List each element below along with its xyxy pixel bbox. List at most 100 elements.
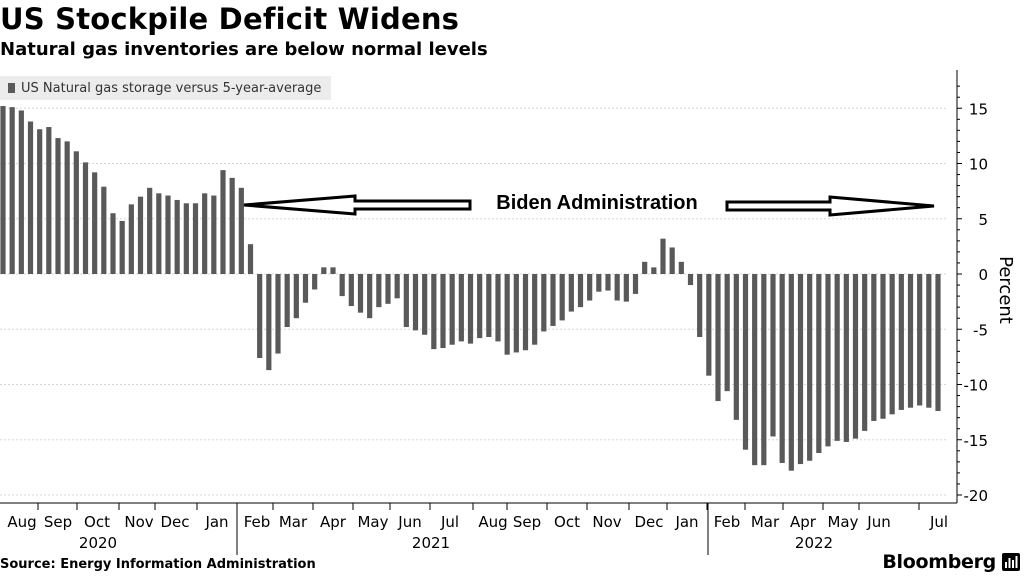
bar xyxy=(174,199,180,274)
bar xyxy=(733,274,739,420)
bar xyxy=(183,203,189,274)
x-tick-label: Sep xyxy=(44,513,72,531)
x-tick-label: Oct xyxy=(554,513,580,531)
bar xyxy=(807,274,813,461)
bar xyxy=(605,274,611,291)
x-tick-label: Jul xyxy=(440,513,459,531)
bar xyxy=(862,274,868,431)
bar xyxy=(596,274,602,292)
bar xyxy=(156,193,162,274)
bar xyxy=(137,196,144,274)
bar xyxy=(394,274,400,299)
bar xyxy=(651,267,657,274)
bar xyxy=(348,274,354,307)
bar xyxy=(357,274,364,313)
bar xyxy=(293,274,299,319)
bar xyxy=(632,274,639,294)
chart-legend: US Natural gas storage versus 5-year-ave… xyxy=(0,76,332,100)
x-tick-label: Sep xyxy=(513,513,541,531)
bar xyxy=(367,274,373,319)
annotation-label: Biden Administration xyxy=(496,192,697,214)
x-tick-label: Jun xyxy=(397,513,421,531)
bar xyxy=(788,274,794,471)
bar xyxy=(0,106,6,274)
bar xyxy=(477,274,483,339)
bar xyxy=(871,274,877,421)
x-tick-label: Dec xyxy=(160,513,189,531)
year-label: 2020 xyxy=(79,534,117,552)
y-tick-label: -20 xyxy=(964,487,989,505)
bar xyxy=(852,274,859,439)
bar xyxy=(431,274,437,350)
bar xyxy=(211,195,217,274)
arrow-left-shape xyxy=(243,194,472,216)
bar xyxy=(559,274,565,321)
bar xyxy=(761,274,767,466)
bar xyxy=(101,186,107,274)
legend-swatch xyxy=(8,83,15,93)
bar xyxy=(678,261,684,274)
chart-title: US Stockpile Deficit Widens xyxy=(0,2,460,36)
bar xyxy=(770,274,776,437)
x-tick-label: Feb xyxy=(244,513,271,531)
y-tick-label: 5 xyxy=(978,211,988,229)
x-tick-label: Nov xyxy=(592,513,621,531)
x-tick-label: Mar xyxy=(751,513,780,531)
bar xyxy=(550,274,556,326)
x-tick-label: Apr xyxy=(790,513,817,531)
bar xyxy=(898,274,904,410)
y-tick-label: 10 xyxy=(969,156,988,174)
x-axis: Aug Sep Oct Nov Dec Jan Feb Mar Apr May Jun Jul Aug S… xyxy=(0,502,957,555)
x-tick-label: Jan xyxy=(674,513,698,531)
bar xyxy=(642,261,648,274)
bars xyxy=(0,106,941,471)
bar xyxy=(385,274,391,304)
bar xyxy=(458,274,464,342)
bar xyxy=(55,138,61,274)
bar xyxy=(568,274,574,312)
bar xyxy=(27,121,34,274)
bloomberg-terminal-icon xyxy=(1002,553,1020,571)
bar xyxy=(742,274,749,450)
bar xyxy=(587,274,593,301)
bar xyxy=(697,274,703,337)
bar xyxy=(486,274,492,337)
bar xyxy=(266,274,272,371)
bar xyxy=(440,274,446,349)
bar xyxy=(532,274,538,345)
y-tick-label: 0 xyxy=(978,266,988,284)
bar xyxy=(110,213,116,274)
bar xyxy=(917,274,923,406)
bar xyxy=(449,274,455,345)
bar xyxy=(412,274,419,331)
bar xyxy=(403,274,409,328)
x-tick-label: Nov xyxy=(124,513,153,531)
bar xyxy=(376,274,382,308)
bar xyxy=(46,127,52,274)
bar xyxy=(37,129,43,274)
arrow-right-shape xyxy=(725,195,935,217)
bar xyxy=(880,274,886,419)
bar xyxy=(467,274,474,344)
x-tick-label: Oct xyxy=(84,513,110,531)
bar xyxy=(513,274,519,353)
legend-label: US Natural gas storage versus 5-year-ave… xyxy=(21,80,322,96)
bar xyxy=(724,274,730,392)
bar xyxy=(128,204,134,274)
y-axis: 15 10 5 0 -5 -10 -15 -20 xyxy=(956,70,989,505)
bar xyxy=(797,274,804,465)
bar xyxy=(623,274,629,302)
x-tick-label: Aug xyxy=(478,513,507,531)
bar xyxy=(82,162,89,274)
bar xyxy=(202,193,208,274)
y-axis-label: Percent xyxy=(995,256,1016,324)
bar xyxy=(165,195,171,274)
bar xyxy=(843,274,849,442)
bar xyxy=(64,141,70,274)
bar xyxy=(330,267,336,274)
bar xyxy=(18,110,24,275)
x-tick-label: Jul xyxy=(929,513,948,531)
y-tick-label: -5 xyxy=(973,321,988,339)
bar xyxy=(752,274,758,466)
